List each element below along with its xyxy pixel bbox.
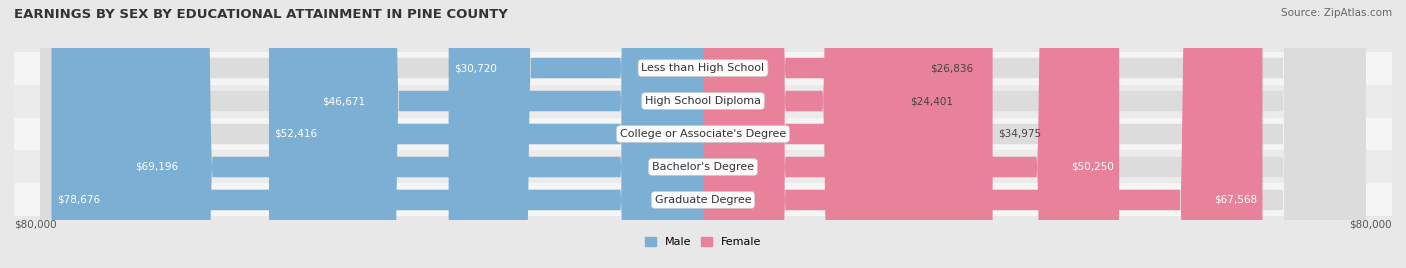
FancyBboxPatch shape xyxy=(41,0,1365,268)
Text: $80,000: $80,000 xyxy=(14,219,56,229)
FancyBboxPatch shape xyxy=(449,0,703,268)
Text: College or Associate's Degree: College or Associate's Degree xyxy=(620,129,786,139)
Text: $34,975: $34,975 xyxy=(998,129,1040,139)
FancyBboxPatch shape xyxy=(703,0,905,268)
Text: Less than High School: Less than High School xyxy=(641,63,765,73)
Bar xyxy=(14,51,1392,84)
Text: $24,401: $24,401 xyxy=(910,96,953,106)
FancyBboxPatch shape xyxy=(41,0,1365,268)
FancyBboxPatch shape xyxy=(41,0,1365,268)
Text: EARNINGS BY SEX BY EDUCATIONAL ATTAINMENT IN PINE COUNTY: EARNINGS BY SEX BY EDUCATIONAL ATTAINMEN… xyxy=(14,8,508,21)
Bar xyxy=(14,84,1392,117)
Text: $69,196: $69,196 xyxy=(135,162,179,172)
Text: Source: ZipAtlas.com: Source: ZipAtlas.com xyxy=(1281,8,1392,18)
Legend: Male, Female: Male, Female xyxy=(641,233,765,252)
FancyBboxPatch shape xyxy=(703,0,993,268)
Text: $30,720: $30,720 xyxy=(454,63,496,73)
Bar xyxy=(14,184,1392,217)
Text: $78,676: $78,676 xyxy=(56,195,100,205)
Text: $26,836: $26,836 xyxy=(931,63,973,73)
Text: $80,000: $80,000 xyxy=(1350,219,1392,229)
FancyBboxPatch shape xyxy=(41,0,1365,268)
FancyBboxPatch shape xyxy=(703,0,1263,268)
Text: Bachelor's Degree: Bachelor's Degree xyxy=(652,162,754,172)
Bar xyxy=(14,151,1392,184)
Text: $46,671: $46,671 xyxy=(322,96,366,106)
Text: $52,416: $52,416 xyxy=(274,129,318,139)
Text: $67,568: $67,568 xyxy=(1213,195,1257,205)
FancyBboxPatch shape xyxy=(269,0,703,268)
FancyBboxPatch shape xyxy=(129,0,703,268)
Bar xyxy=(14,117,1392,151)
Text: High School Diploma: High School Diploma xyxy=(645,96,761,106)
FancyBboxPatch shape xyxy=(316,0,703,268)
Text: Graduate Degree: Graduate Degree xyxy=(655,195,751,205)
FancyBboxPatch shape xyxy=(703,0,1119,268)
Text: $50,250: $50,250 xyxy=(1071,162,1114,172)
FancyBboxPatch shape xyxy=(703,0,925,268)
FancyBboxPatch shape xyxy=(41,0,1365,268)
FancyBboxPatch shape xyxy=(52,0,703,268)
